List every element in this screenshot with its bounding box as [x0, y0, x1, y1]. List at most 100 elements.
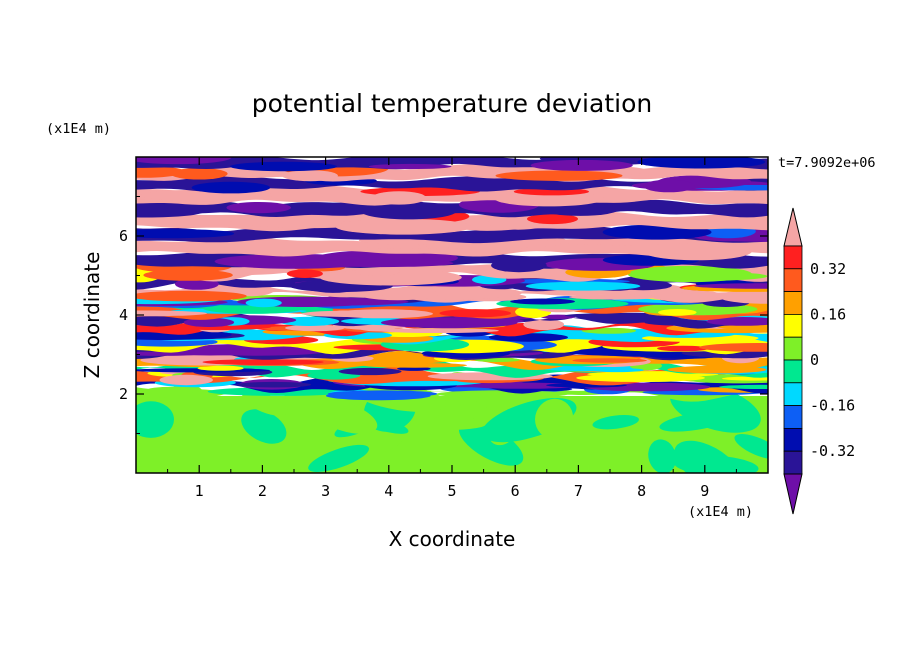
y-axis: 2 4 6 — [119, 196, 768, 434]
y-tick-label: 6 — [119, 227, 128, 245]
contour-patch — [678, 290, 720, 300]
contour-patch — [325, 391, 431, 401]
x-tick-label: 7 — [574, 482, 583, 500]
contour-patch — [242, 391, 288, 416]
colorbar-label: -0.32 — [810, 442, 855, 460]
colorbar-segment — [783, 245, 803, 270]
contour-patch — [305, 259, 454, 268]
contour-patch — [657, 345, 709, 352]
contour-patch — [376, 328, 499, 333]
colorbar-segment — [783, 405, 803, 429]
contour-patch — [590, 368, 644, 373]
colorbar-segment — [783, 382, 803, 406]
contour-patch — [627, 265, 752, 283]
contour-patch — [160, 324, 271, 330]
contour-patch — [424, 317, 524, 325]
colorbar-extend-top — [783, 207, 803, 247]
contour-patch — [569, 294, 661, 300]
colorbar-segment — [783, 450, 803, 475]
colorbar-extend-bottom — [783, 473, 803, 515]
contour-patch — [338, 367, 402, 376]
contour-patch — [360, 202, 457, 220]
contour-patch — [159, 374, 213, 386]
contour-patch — [368, 163, 452, 170]
contour-patch — [345, 292, 383, 298]
contour-patch — [170, 168, 228, 180]
contour-patch — [286, 269, 323, 279]
contour-patch — [581, 327, 637, 334]
y-axis-label: Z coordinate — [80, 252, 104, 379]
contour-patch — [494, 190, 604, 207]
contour-patch — [245, 298, 282, 308]
colorbar-segment — [783, 268, 803, 292]
contour-patch — [719, 290, 768, 304]
contour-patch — [319, 269, 462, 286]
contour-patch — [658, 309, 697, 316]
colorbar-segment — [783, 359, 803, 384]
contour-patch — [183, 317, 235, 327]
x-tick-label: 8 — [637, 482, 646, 500]
colorbar-label: 0.16 — [810, 305, 846, 323]
colorbar-segment — [783, 291, 803, 315]
colorbar-label: 0 — [810, 351, 819, 369]
contour-band — [136, 396, 768, 473]
contour-patch — [436, 390, 568, 398]
contour-patch — [706, 317, 768, 326]
contour-patch — [202, 359, 324, 365]
x-tick-label: 2 — [258, 482, 267, 500]
contour-patch — [659, 411, 734, 432]
contour-patch — [510, 298, 575, 305]
contour-patch — [136, 290, 247, 302]
y-tick-label: 4 — [119, 306, 128, 324]
y-axis-unit: (x1E4 m) — [46, 121, 111, 137]
x-tick-label: 5 — [447, 482, 456, 500]
contour-patch — [332, 309, 433, 319]
contour-patch — [439, 309, 512, 318]
colorbar: 0.32 0.16 0 -0.16 -0.32 — [783, 207, 855, 515]
contour-patch — [642, 241, 753, 261]
contour-patch — [699, 343, 768, 352]
contour-patch — [136, 310, 208, 317]
x-axis-label: X coordinate — [389, 527, 516, 551]
contour-patch — [491, 258, 547, 273]
contour-patch — [674, 440, 740, 473]
contour-patch — [362, 362, 468, 368]
x-tick-label: 4 — [384, 482, 393, 500]
contour-patch — [530, 159, 633, 171]
contour-patch — [197, 365, 244, 371]
contour-patch — [410, 417, 488, 430]
contour-patch — [458, 422, 524, 466]
contour-patch — [230, 161, 337, 172]
x-tick-label: 1 — [195, 482, 204, 500]
x-tick-label: 3 — [321, 482, 330, 500]
contour-patch — [285, 324, 345, 332]
contour-patch — [308, 444, 370, 472]
time-label: t=7.9092e+06 — [778, 155, 876, 171]
contour-patch — [648, 439, 677, 473]
contour-band — [136, 185, 768, 206]
contour-patch — [309, 399, 378, 434]
contour-patch — [576, 373, 705, 382]
contour-patch — [241, 409, 287, 444]
contour-patch — [637, 157, 766, 169]
contour-patch — [136, 229, 235, 239]
contour-patch — [549, 336, 605, 350]
x-axis-unit: (x1E4 m) — [688, 504, 753, 520]
contour-patch — [136, 157, 232, 165]
contour-patch — [572, 358, 647, 363]
x-axis: 1 2 3 4 5 6 7 8 9 — [167, 157, 737, 500]
contour-patch — [535, 398, 574, 439]
contour-patch — [357, 287, 439, 301]
contour-patch — [136, 391, 204, 398]
contour-patch — [592, 415, 639, 430]
contour-patch — [354, 266, 400, 276]
contour-patch — [282, 170, 338, 182]
contour-patch — [165, 349, 255, 356]
contour-patch — [495, 170, 623, 181]
x-tick-label: 6 — [511, 482, 520, 500]
contour-patch — [719, 384, 768, 389]
colorbar-segment — [783, 313, 803, 338]
contour-patch — [550, 238, 697, 246]
